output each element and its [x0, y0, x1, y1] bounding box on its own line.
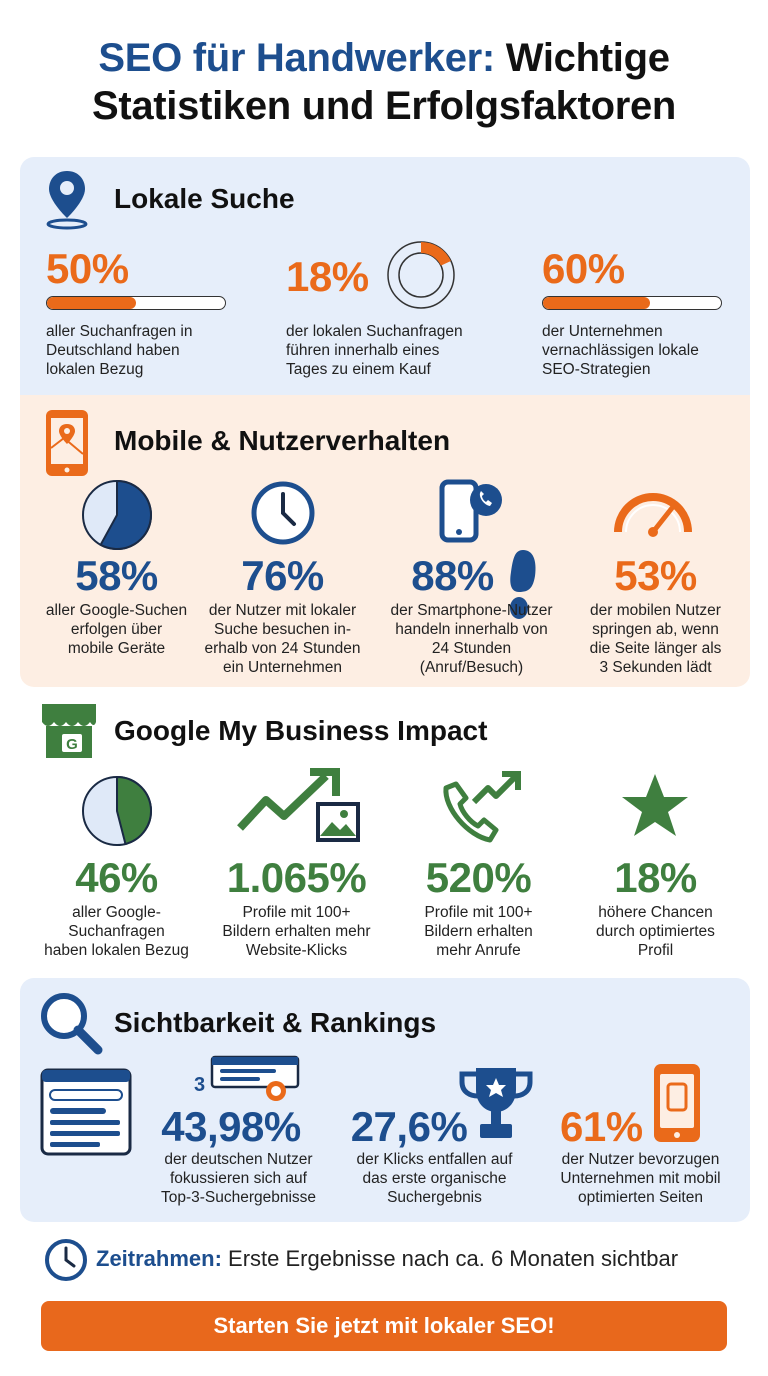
stat-value: 60% [542, 245, 625, 292]
stat-description: der Unternehmen vernachlässigen lokale SEO… [542, 323, 699, 378]
stat-description: der Nutzer mit lokaler Suche besuchen in-… [204, 602, 361, 676]
pie-chart-icon [82, 775, 152, 846]
speedometer-icon [614, 493, 692, 537]
stat-description: der Smartphone-Nutzer handeln innerhalb v… [390, 602, 553, 676]
stat-description: der Klicks entfallen auf das erste organi… [356, 1151, 513, 1206]
stat-value: 58% [75, 552, 158, 599]
trend-image-icon [237, 768, 360, 842]
stat-value: 520% [425, 854, 532, 901]
stat-description: der deutschen Nutzer fokussieren sich auf… [160, 1151, 317, 1206]
page-title: SEO für Handwerker: Wichtige Statistiken… [0, 34, 768, 130]
section-visibility [20, 978, 750, 1222]
title-rest: Wichtige [494, 36, 670, 80]
google-store-icon: G [42, 704, 96, 758]
section-local-search [20, 157, 750, 395]
phone-call-icon [439, 479, 502, 543]
stat-value: 43,98% [161, 1103, 301, 1150]
stat-value: 88% [411, 552, 494, 599]
magnifier-icon [41, 993, 103, 1055]
timeframe-text: Erste Ergebnisse nach ca. 6 Monaten sich… [221, 1246, 679, 1271]
section-title: Google My Business Impact [114, 715, 488, 746]
browser-results-icon [40, 1068, 132, 1156]
title-line-1: SEO für Handwerker: Wichtige [0, 34, 768, 82]
stat-value: 46% [75, 854, 158, 901]
section-title: Sichtbarkeit & Rankings [114, 1007, 437, 1038]
svg-text:G: G [66, 736, 78, 753]
stat-value: 61% [560, 1103, 643, 1150]
stat-value: 53% [614, 552, 697, 599]
title-highlight: SEO für Handwerker: [98, 36, 495, 80]
clock-icon [45, 1239, 87, 1281]
progress-bar-fill [47, 297, 136, 309]
mobile-phone-icon [654, 1064, 700, 1142]
section-mobile [20, 395, 750, 687]
timeframe-note: Zeitrahmen: Erste Ergebnisse nach ca. 6 … [96, 1246, 678, 1272]
stat-description: der mobilen Nutzer springen ab, wenn die S… [589, 602, 722, 676]
trophy-icon [459, 1068, 533, 1138]
footprint-icon [510, 550, 536, 619]
title-line-2: Statistiken und Erfolgsfaktoren [91, 84, 677, 128]
ranking-badge-icon: 3 [194, 1055, 300, 1101]
donut-chart-icon [387, 241, 455, 309]
pie-chart-icon [82, 479, 152, 550]
progress-bar [46, 296, 226, 310]
stat-description: aller Suchanfragen in Deutschland haben lo… [46, 323, 193, 378]
stat-value: 27,6% [350, 1103, 468, 1150]
stat-value: 18% [614, 854, 697, 901]
stat-description: der lokalen Suchanfragen führen innerhalb… [286, 323, 463, 378]
progress-bar [542, 296, 722, 310]
stat-description: aller Google- Suchanfragen haben lokalen B… [44, 904, 189, 959]
stat-value: 18% [286, 253, 369, 300]
stat-description: aller Google-Suchen erfolgen über mobile G… [45, 602, 188, 657]
phone-trend-icon [443, 771, 521, 843]
clock-icon [251, 481, 315, 545]
section-title: Mobile & Nutzerverhalten [114, 425, 451, 456]
cta-button[interactable]: Starten Sie jetzt mit lokaler SEO! [41, 1301, 727, 1351]
stat-description: Profile mit 100+ Bildern erhalten mehr Web… [222, 904, 371, 959]
stat-value: 50% [46, 245, 129, 292]
rank-number: 3 [194, 1074, 205, 1096]
stat-description: der Nutzer bevorzugen Unternehmen mit mob… [560, 1151, 721, 1206]
stat-value: 76% [241, 552, 324, 599]
star-icon [622, 774, 688, 836]
map-pin-icon [46, 171, 88, 230]
smartphone-map-icon [46, 410, 88, 476]
stat-description: höhere Chancen durch optimiertes Profil [596, 904, 715, 959]
stat-description: Profile mit 100+ Bildern erhalten mehr Anr… [424, 904, 533, 959]
stat-value: 1.065% [226, 854, 367, 901]
progress-bar-fill [543, 297, 650, 309]
section-title: Lokale Suche [114, 183, 295, 214]
timeframe-label: Zeitrahmen: [96, 1246, 222, 1271]
